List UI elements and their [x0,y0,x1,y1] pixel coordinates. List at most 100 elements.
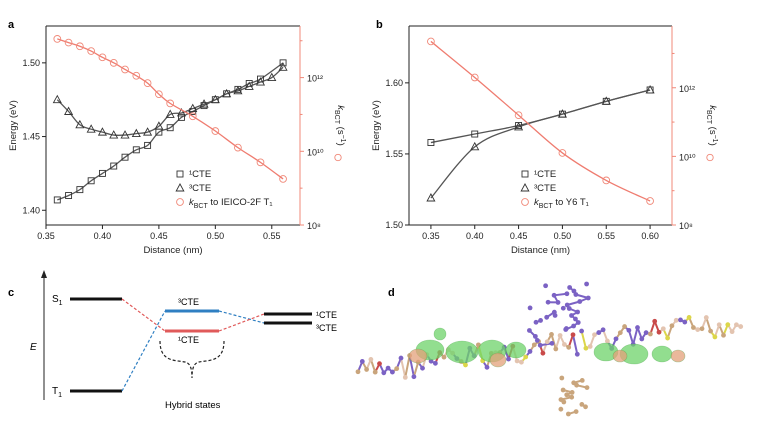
molecule-atoms [356,282,743,417]
molecule-atom [583,404,588,409]
x-tick-label: 0.35 [422,231,440,241]
molecule-atom [545,339,550,344]
molecule-atom [562,342,567,347]
legend-label: kBCT to IEICO-2F T₁ [189,197,273,210]
molecule-atom [556,300,561,305]
right-axis-marker-icon [707,154,713,160]
molecule-atom [567,285,572,290]
molecule-atom [360,359,365,364]
molecule-atom [639,337,644,342]
molecule-atom [670,323,675,328]
panel-label-c: c [8,287,14,299]
right-tick-label: 10⁸ [679,221,693,231]
molecule-atom [563,327,568,332]
molecule-atom [635,325,640,330]
molecule-atom [700,326,705,331]
molecule-atom [552,293,557,298]
right-1cte-label: ¹CTE [316,310,337,320]
molecule-atom [588,344,593,349]
molecule-atom [569,395,574,400]
molecule-atom [515,359,520,364]
molecule-atom [569,313,574,318]
molecule-atom [596,330,601,335]
coupling-t1-3cte [122,311,165,391]
x-tick-label: 0.45 [510,231,528,241]
molecule-atom [412,374,417,379]
molecule-atom [730,329,735,334]
molecule-atom [713,335,718,340]
molecule-atom [576,320,581,325]
molecule-atom [519,360,524,365]
molecule-atom [678,318,683,323]
orbital-lobe [446,341,478,363]
molecule-atom [528,305,533,310]
molecule-atom [538,343,543,348]
molecule-atom [574,409,579,414]
molecule-atom [541,351,546,356]
molecule-atom [564,392,569,397]
molecule-atom [403,375,408,380]
molecule-atom [550,341,555,346]
right-tick-label: 10¹⁰ [679,152,696,162]
legend-label: ¹CTE [534,169,556,180]
molecule-atom [579,329,584,334]
x-tick-label: 0.60 [641,231,659,241]
molecule-atom [571,324,576,329]
molecule-atom [485,365,490,370]
molecule-atom [420,366,425,371]
data-point [428,38,435,45]
orbital-lobe [652,346,672,362]
molecule-atom [538,318,543,323]
molecule-atom [586,296,591,301]
molecule-atom [442,355,447,360]
t1-label: T1 [52,386,62,399]
molecule-atom [565,291,570,296]
molecule-atom [544,315,549,320]
y-axis-label: Energy (eV) [371,100,382,151]
molecule-atom [570,390,575,395]
molecule-atom [721,333,726,338]
molecule-atom [734,322,739,327]
y-tick-label: 1.40 [22,205,40,215]
orbital-lobe [613,350,627,362]
energy-diagram: E S1 T1 ³CTE ¹CTE ¹CTE ³CTE Hybrid state… [30,270,337,411]
molecule-bond [573,335,577,354]
right-tick-label: 10⁸ [307,221,321,231]
legend-label: ³CTE [534,183,556,194]
molecule-atom [592,332,597,337]
hybrid-states-label: Hybrid states [165,400,221,411]
molecule-atom [373,370,378,375]
molecule-atom [377,361,382,366]
right-3cte-label: ³CTE [316,323,337,333]
x-tick-label: 0.55 [263,231,281,241]
right-tick-label: 10¹² [679,84,695,94]
molecule-atom [575,310,580,315]
right-tick-label: 10¹² [307,74,323,84]
molecule-atom [661,326,666,331]
legend-marker [522,171,528,177]
series-line [57,63,283,200]
right-axis-label: kBCT (s−1) [333,105,346,145]
molecule-atom [580,378,585,383]
coupling-1cte-right [219,314,264,331]
molecule-atom [738,324,743,329]
molecule-atom [704,315,709,320]
molecule-atom [695,327,700,332]
molecule-atom [614,336,619,341]
molecule-atom [535,338,540,343]
molecule-atom [561,400,566,405]
molecule-atom [543,283,548,288]
molecule-atom [390,370,395,375]
molecule-atom [506,357,511,362]
molecule-atom [553,313,558,318]
molecule-atom [559,376,564,381]
molecule-atom [567,306,572,311]
molecule-atom [399,356,404,361]
molecule-bond [401,358,405,377]
molecule-atom [687,315,692,320]
x-tick-label: 0.55 [597,231,615,241]
molecule-atom [558,333,563,338]
molecule-atom [717,322,722,327]
molecule-atom [652,319,657,324]
